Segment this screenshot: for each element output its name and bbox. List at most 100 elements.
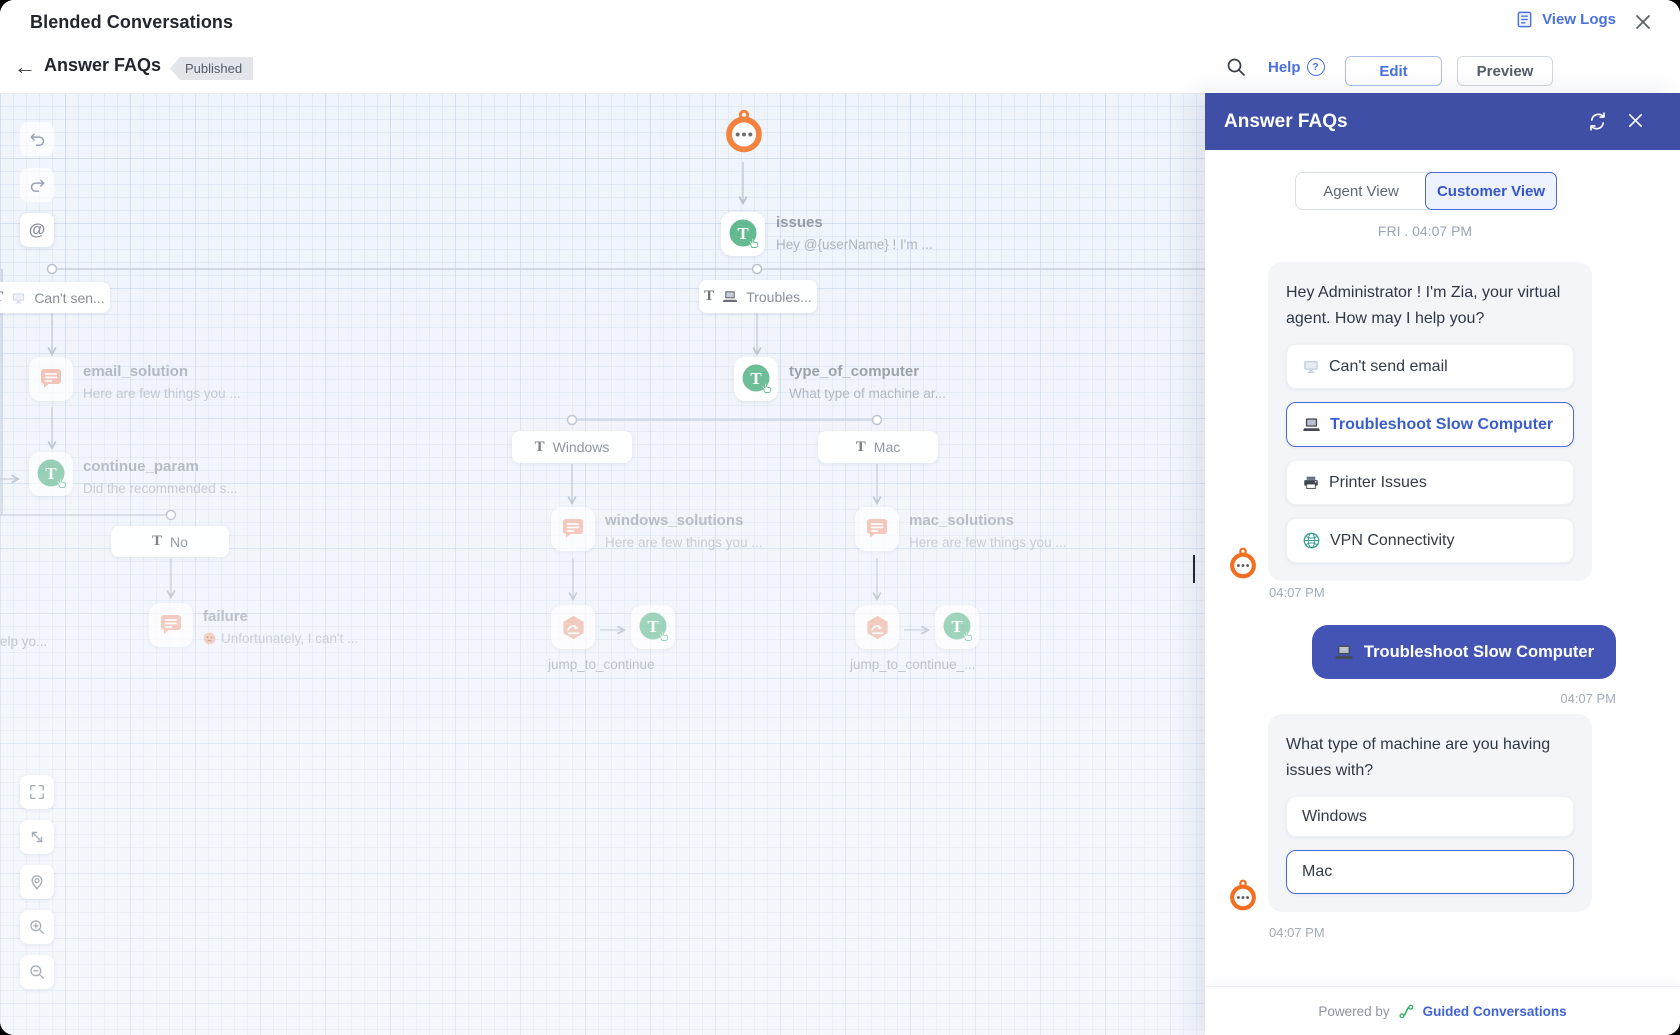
flow-toolbar: ← Answer FAQs Published Help ? Edit Prev… (0, 44, 1680, 94)
help-label: Help (1268, 58, 1301, 76)
option-cant-send-email[interactable]: Can't send email (1286, 344, 1574, 389)
user-message-time: 04:07 PM (1560, 691, 1616, 706)
node-mac-label: Mac (873, 439, 901, 455)
node-mac-option[interactable]: T Mac (818, 431, 938, 463)
option-troubleshoot-slow-computer[interactable]: Troubleshoot Slow Computer (1286, 402, 1574, 447)
window-title: Blended Conversations (30, 12, 234, 32)
node-continue-param-icon[interactable] (29, 452, 73, 496)
preview-panel-header: Answer FAQs (1205, 93, 1680, 150)
user-message-bubble: Troubleshoot Slow Computer (1311, 625, 1616, 679)
monitor-icon (11, 292, 26, 304)
node-jump-mac-icon[interactable] (855, 605, 899, 649)
preview-panel: Answer FAQs Agent View Customer View FRI… (1205, 93, 1680, 1035)
text-type-icon: T (152, 533, 163, 549)
node-issues-preview: Hey @{userName} ! I'm ... (776, 237, 933, 252)
node-email-solution-icon[interactable] (29, 357, 73, 401)
zoom-out-button[interactable] (20, 955, 54, 989)
bot-message-2-time: 04:07 PM (1269, 925, 1325, 940)
refresh-icon[interactable] (1587, 111, 1608, 132)
text-type-icon: T (534, 438, 545, 455)
globe-icon (1302, 531, 1321, 550)
view-logs-label: View Logs (1542, 11, 1616, 28)
date-divider: FRI . 04:07 PM (1377, 223, 1473, 239)
node-continue-param-preview: Did the recommended s... (83, 481, 238, 496)
node-windows-solutions-label: windows_solutions (605, 512, 744, 529)
bot-message-1-text: Hey Administrator ! I'm Zia, your virtua… (1286, 284, 1561, 327)
option-mac[interactable]: Mac (1286, 850, 1574, 894)
node-cant-send-option[interactable]: T Can't sen... (0, 282, 110, 313)
sad-face-icon (203, 632, 216, 645)
help-button[interactable]: Help ? (1268, 58, 1325, 76)
node-clipped-label: elp yo... (0, 634, 48, 649)
fit-view-button[interactable] (20, 820, 54, 854)
undo-button[interactable] (20, 122, 54, 156)
node-windows-solutions-preview: Here are few things you ... (605, 535, 763, 550)
laptop-icon (1334, 644, 1354, 660)
help-question-icon: ? (1306, 58, 1325, 76)
text-type-icon: T (855, 438, 866, 455)
bot-message-2-text: What type of machine are you having issu… (1286, 736, 1551, 779)
view-logs-button[interactable]: View Logs (1515, 10, 1616, 29)
node-email-solution-preview: Here are few things you ... (83, 386, 241, 401)
guided-conversations-link[interactable]: Guided Conversations (1422, 1003, 1567, 1019)
node-continue-param-label: continue_param (83, 458, 199, 475)
status-badge: Published (170, 57, 254, 80)
node-jump-mac-label: jump_to_continue_... (850, 657, 976, 672)
printer-icon (1302, 475, 1320, 490)
node-jump-mac-target-icon[interactable] (935, 605, 979, 649)
node-failure-icon[interactable] (149, 603, 193, 647)
node-windows-solutions-icon[interactable] (551, 507, 595, 551)
option-vpn-connectivity[interactable]: VPN Connectivity (1286, 518, 1574, 563)
node-type-of-computer-icon[interactable] (734, 357, 778, 401)
tab-customer-view[interactable]: Customer View (1425, 172, 1557, 210)
node-issues-icon[interactable] (721, 212, 765, 256)
node-troubleshoot-label: Troubles... (746, 288, 812, 305)
node-jump-windows-label: jump_to_continue (548, 657, 655, 672)
laptop-icon (1302, 417, 1321, 432)
locate-button[interactable] (20, 865, 54, 899)
node-windows-option[interactable]: T Windows (512, 431, 632, 463)
node-jump-windows-target-icon[interactable] (631, 605, 675, 649)
bot-message-group-1: Hey Administrator ! I'm Zia, your virtua… (1268, 262, 1592, 581)
flow-title: Answer FAQs (44, 55, 162, 75)
node-failure-preview: Unfortunately, I can't ... (203, 631, 358, 646)
tab-agent-view[interactable]: Agent View (1323, 182, 1399, 200)
redo-button[interactable] (20, 168, 54, 202)
node-issues-label: issues (776, 214, 823, 231)
bot-message-group-2: What type of machine are you having issu… (1268, 714, 1592, 912)
node-no-label: No (170, 533, 188, 550)
search-icon[interactable] (1225, 56, 1247, 78)
text-type-icon: T (704, 288, 715, 304)
preview-button[interactable]: Preview (1457, 56, 1553, 86)
node-no-option[interactable]: T No (111, 526, 229, 557)
window-titlebar: Blended Conversations View Logs (0, 0, 1680, 45)
guided-conversations-icon (1398, 1003, 1415, 1020)
mention-button[interactable]: @ (20, 213, 54, 247)
bot-start-icon[interactable] (723, 108, 765, 154)
close-preview-icon[interactable] (1626, 111, 1647, 132)
monitor-icon (1302, 359, 1320, 374)
edit-button[interactable]: Edit (1345, 56, 1442, 86)
close-window-button[interactable] (1632, 11, 1654, 33)
powered-by-label: Powered by (1318, 1003, 1390, 1019)
node-troubleshoot-option[interactable]: T Troubles... (699, 280, 817, 313)
text-type-icon: T (0, 289, 3, 306)
panel-footer: Powered by Guided Conversations (1205, 986, 1680, 1035)
node-mac-solutions-label: mac_solutions (909, 512, 1015, 529)
node-jump-windows-icon[interactable] (551, 605, 595, 649)
fullscreen-button[interactable] (20, 775, 54, 809)
option-windows[interactable]: Windows (1286, 796, 1574, 837)
zoom-in-button[interactable] (20, 910, 54, 944)
flow-canvas[interactable]: issues Hey @{userName} ! I'm ... T Can't… (0, 93, 1205, 1035)
flow-connectors (0, 162, 1205, 635)
preview-panel-title: Answer FAQs (1224, 110, 1348, 132)
bot-avatar (1228, 878, 1258, 912)
node-mac-solutions-icon[interactable] (855, 507, 899, 551)
back-button[interactable]: ← (14, 54, 36, 79)
at-icon: @ (28, 220, 46, 239)
node-cant-send-label: Can't sen... (34, 289, 105, 306)
option-printer-issues[interactable]: Printer Issues (1286, 460, 1574, 505)
logs-icon (1515, 10, 1534, 29)
node-type-of-computer-label: type_of_computer (789, 363, 920, 380)
